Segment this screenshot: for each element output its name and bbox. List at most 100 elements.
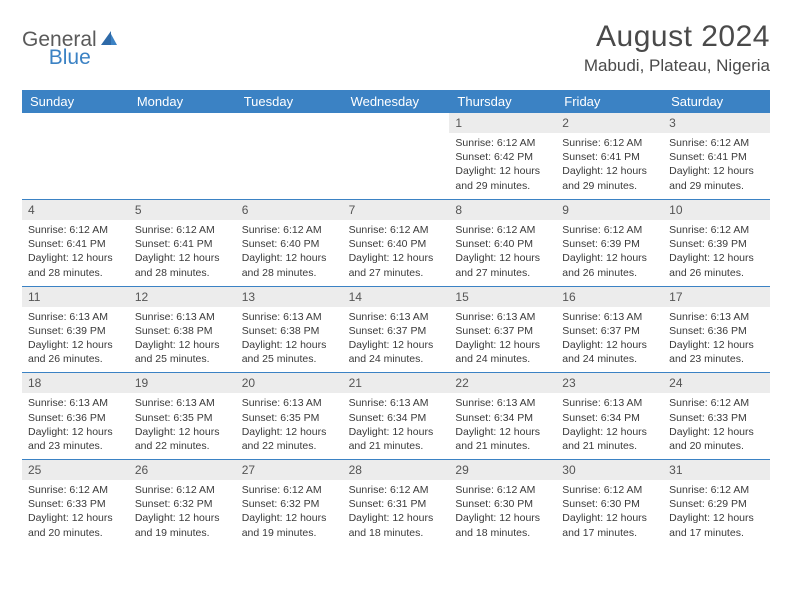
day-detail-line: Sunset: 6:40 PM (349, 237, 444, 251)
day-detail-line: Sunset: 6:37 PM (349, 324, 444, 338)
day-detail-line: Sunset: 6:34 PM (349, 411, 444, 425)
day-number: 12 (129, 287, 236, 307)
day-detail-line: and 24 minutes. (455, 352, 550, 366)
day-detail-line: Sunrise: 6:12 AM (455, 483, 550, 497)
day-detail-line: and 19 minutes. (242, 526, 337, 540)
day-detail-line: Daylight: 12 hours (455, 164, 550, 178)
calendar-body: 1Sunrise: 6:12 AMSunset: 6:42 PMDaylight… (22, 113, 770, 546)
day-number: 14 (343, 287, 450, 307)
day-detail-line: Sunset: 6:40 PM (455, 237, 550, 251)
day-number: 5 (129, 200, 236, 220)
header: General Blue August 2024 Mabudi, Plateau… (22, 20, 770, 76)
calendar-cell: 4Sunrise: 6:12 AMSunset: 6:41 PMDaylight… (22, 199, 129, 286)
day-detail-line: Daylight: 12 hours (562, 338, 657, 352)
calendar-header-row: Sunday Monday Tuesday Wednesday Thursday… (22, 90, 770, 113)
day-detail-line: Daylight: 12 hours (135, 425, 230, 439)
day-detail-line: Sunrise: 6:13 AM (669, 310, 764, 324)
day-details: Sunrise: 6:12 AMSunset: 6:31 PMDaylight:… (343, 480, 450, 546)
day-details: Sunrise: 6:13 AMSunset: 6:35 PMDaylight:… (236, 393, 343, 459)
day-detail-line: Sunset: 6:41 PM (669, 150, 764, 164)
calendar-cell: 9Sunrise: 6:12 AMSunset: 6:39 PMDaylight… (556, 199, 663, 286)
day-detail-line: Sunset: 6:39 PM (669, 237, 764, 251)
day-number: 15 (449, 287, 556, 307)
day-detail-line: Daylight: 12 hours (669, 338, 764, 352)
day-number: 13 (236, 287, 343, 307)
day-details: Sunrise: 6:12 AMSunset: 6:33 PMDaylight:… (22, 480, 129, 546)
day-detail-line: Sunset: 6:41 PM (135, 237, 230, 251)
day-details: Sunrise: 6:12 AMSunset: 6:33 PMDaylight:… (663, 393, 770, 459)
calendar-cell: 7Sunrise: 6:12 AMSunset: 6:40 PMDaylight… (343, 199, 450, 286)
day-detail-line: and 26 minutes. (28, 352, 123, 366)
day-details: Sunrise: 6:13 AMSunset: 6:36 PMDaylight:… (663, 307, 770, 373)
day-detail-line: Sunset: 6:34 PM (455, 411, 550, 425)
calendar-cell: 14Sunrise: 6:13 AMSunset: 6:37 PMDayligh… (343, 286, 450, 373)
calendar-cell: 17Sunrise: 6:13 AMSunset: 6:36 PMDayligh… (663, 286, 770, 373)
day-detail-line: Daylight: 12 hours (349, 425, 444, 439)
day-detail-line: Sunrise: 6:13 AM (135, 396, 230, 410)
calendar-cell (236, 113, 343, 199)
calendar-cell: 10Sunrise: 6:12 AMSunset: 6:39 PMDayligh… (663, 199, 770, 286)
calendar-cell: 18Sunrise: 6:13 AMSunset: 6:36 PMDayligh… (22, 372, 129, 459)
day-detail-line: Sunrise: 6:12 AM (135, 223, 230, 237)
day-details: Sunrise: 6:13 AMSunset: 6:36 PMDaylight:… (22, 393, 129, 459)
day-details: Sunrise: 6:13 AMSunset: 6:35 PMDaylight:… (129, 393, 236, 459)
day-detail-line: and 18 minutes. (349, 526, 444, 540)
calendar-cell: 15Sunrise: 6:13 AMSunset: 6:37 PMDayligh… (449, 286, 556, 373)
day-number: 22 (449, 373, 556, 393)
calendar-row: 25Sunrise: 6:12 AMSunset: 6:33 PMDayligh… (22, 459, 770, 546)
day-detail-line: Daylight: 12 hours (455, 251, 550, 265)
day-number: 7 (343, 200, 450, 220)
day-detail-line: and 21 minutes. (349, 439, 444, 453)
day-detail-line: Daylight: 12 hours (28, 511, 123, 525)
calendar-page: General Blue August 2024 Mabudi, Plateau… (0, 0, 792, 556)
day-details: Sunrise: 6:12 AMSunset: 6:40 PMDaylight:… (343, 220, 450, 286)
day-detail-line: and 20 minutes. (28, 526, 123, 540)
calendar-cell: 22 Sunrise: 6:13 AMSunset: 6:34 PMDayligh… (449, 372, 556, 459)
day-number: 19 (129, 373, 236, 393)
day-details: Sunrise: 6:12 AMSunset: 6:41 PMDaylight:… (663, 133, 770, 199)
day-number (236, 113, 343, 119)
day-number: 29 (449, 460, 556, 480)
day-detail-line: Daylight: 12 hours (135, 511, 230, 525)
day-detail-line: and 29 minutes. (669, 179, 764, 193)
day-detail-line: and 22 minutes. (242, 439, 337, 453)
calendar-cell: 31Sunrise: 6:12 AMSunset: 6:29 PMDayligh… (663, 459, 770, 546)
day-detail-line: Sunrise: 6:13 AM (455, 310, 550, 324)
calendar-cell: 21Sunrise: 6:13 AMSunset: 6:34 PMDayligh… (343, 372, 450, 459)
day-details: Sunrise: 6:13 AMSunset: 6:39 PMDaylight:… (22, 307, 129, 373)
calendar-cell (129, 113, 236, 199)
day-detail-line: and 29 minutes. (455, 179, 550, 193)
calendar-cell: 1Sunrise: 6:12 AMSunset: 6:42 PMDaylight… (449, 113, 556, 199)
day-detail-line: Sunrise: 6:13 AM (562, 396, 657, 410)
day-detail-line: and 28 minutes. (135, 266, 230, 280)
calendar-cell: 12Sunrise: 6:13 AMSunset: 6:38 PMDayligh… (129, 286, 236, 373)
day-number: 8 (449, 200, 556, 220)
day-number: 9 (556, 200, 663, 220)
calendar-row: 11Sunrise: 6:13 AMSunset: 6:39 PMDayligh… (22, 286, 770, 373)
day-detail-line: Daylight: 12 hours (349, 511, 444, 525)
day-detail-line: Sunrise: 6:12 AM (349, 483, 444, 497)
day-detail-line: Sunrise: 6:13 AM (455, 396, 550, 410)
day-detail-line: Sunset: 6:33 PM (28, 497, 123, 511)
day-detail-line: and 26 minutes. (669, 266, 764, 280)
day-detail-line: Daylight: 12 hours (28, 425, 123, 439)
day-detail-line: Daylight: 12 hours (135, 251, 230, 265)
calendar-cell: 24Sunrise: 6:12 AMSunset: 6:33 PMDayligh… (663, 372, 770, 459)
calendar-cell: 5 Sunrise: 6:12 AMSunset: 6:41 PMDaylight… (129, 199, 236, 286)
day-detail-line: Daylight: 12 hours (455, 425, 550, 439)
day-detail-line: and 20 minutes. (669, 439, 764, 453)
day-detail-line: Sunrise: 6:13 AM (349, 310, 444, 324)
calendar-cell: 20Sunrise: 6:13 AMSunset: 6:35 PMDayligh… (236, 372, 343, 459)
day-detail-line: Daylight: 12 hours (242, 251, 337, 265)
day-detail-line: Sunset: 6:30 PM (562, 497, 657, 511)
day-number: 1 (449, 113, 556, 133)
day-details: Sunrise: 6:13 AMSunset: 6:37 PMDaylight:… (449, 307, 556, 373)
day-detail-line: Daylight: 12 hours (28, 338, 123, 352)
day-number: 30 (556, 460, 663, 480)
day-detail-line: Sunrise: 6:12 AM (242, 483, 337, 497)
day-details: Sunrise: 6:12 AMSunset: 6:32 PMDaylight:… (236, 480, 343, 546)
calendar-cell: 25Sunrise: 6:12 AMSunset: 6:33 PMDayligh… (22, 459, 129, 546)
day-detail-line: and 23 minutes. (28, 439, 123, 453)
day-number (343, 113, 450, 119)
weekday-heading: Sunday (22, 90, 129, 113)
